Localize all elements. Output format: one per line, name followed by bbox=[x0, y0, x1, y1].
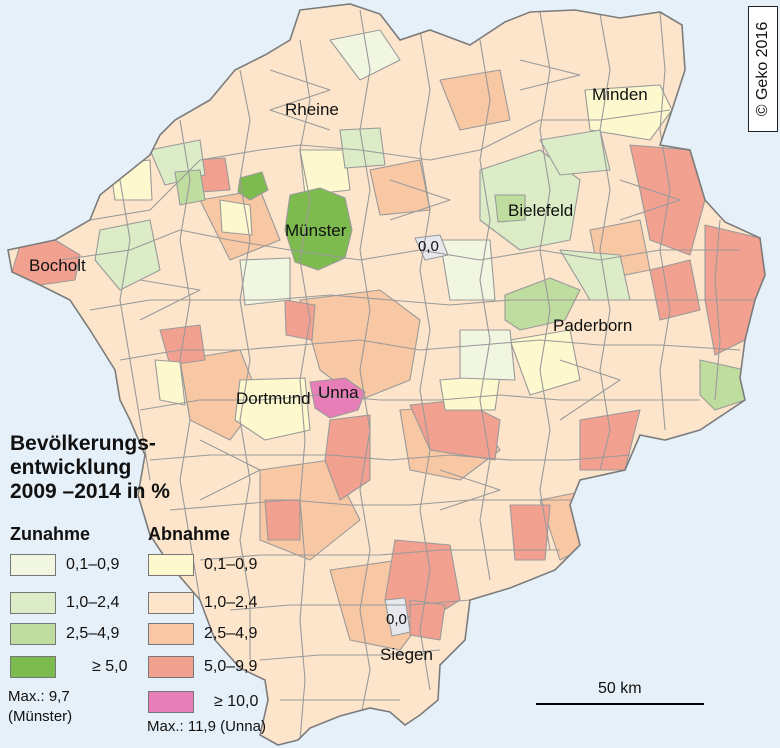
region-decrease-0-1 bbox=[439, 374, 501, 411]
region-decrease-5-9 bbox=[509, 504, 551, 561]
region-decrease-5-9 bbox=[409, 599, 446, 641]
legend-decrease-row: 2,5–4,9 bbox=[148, 622, 257, 646]
legend-increase-row: 0,1–0,9 bbox=[10, 553, 119, 577]
region-decrease-0-1 bbox=[299, 149, 351, 196]
region-increase-0-1 bbox=[239, 257, 291, 306]
legend-decrease-max: Max.: 11,9 (Unna) bbox=[147, 717, 266, 737]
legend-range: 0,1–0,9 bbox=[66, 556, 120, 573]
legend-swatch bbox=[148, 623, 194, 645]
city-label-paderborn: Paderborn bbox=[553, 316, 633, 335]
scale-label: 50 km bbox=[598, 680, 642, 697]
legend-decrease-row: ≥ 10,0 bbox=[148, 690, 258, 714]
city-label-unna: Unna bbox=[318, 383, 359, 402]
legend-range: ≥ 10,0 bbox=[214, 693, 259, 710]
region-increase-2-5 bbox=[504, 277, 581, 331]
region-decrease-5-9 bbox=[324, 414, 371, 501]
nrw-border bbox=[7, 3, 766, 746]
legend-increase-heading: Zunahme bbox=[10, 524, 91, 544]
city-label-dortmund: Dortmund bbox=[236, 389, 311, 408]
legend-swatch bbox=[148, 592, 194, 614]
region-decrease-0-1 bbox=[219, 199, 253, 236]
legend-increase-max-value: Max.: 9,7 bbox=[8, 688, 70, 705]
legend-range: 5,0–9,9 bbox=[204, 658, 258, 675]
city-label-rheine: Rheine bbox=[285, 100, 339, 119]
legend-decrease-row: 0,1–0,9 bbox=[148, 553, 257, 577]
legend-increase-max-place: (Münster) bbox=[8, 708, 73, 725]
scale-bar bbox=[536, 703, 704, 705]
region-increase-1-0 bbox=[539, 129, 611, 176]
region-decrease-0-1 bbox=[234, 377, 311, 441]
legend-swatch bbox=[148, 691, 194, 713]
region-decrease-5-9 bbox=[579, 409, 641, 471]
legend-increase-max: Max.: 9,7 (Münster) bbox=[8, 687, 72, 727]
region-decrease-5-9 bbox=[284, 299, 316, 341]
legend-title: Bevölkerungs- entwicklung 2009 –2014 in … bbox=[10, 432, 210, 504]
region-increase-2-5 bbox=[174, 169, 206, 206]
region-decrease-2-5 bbox=[299, 289, 421, 401]
region-zero bbox=[384, 597, 411, 637]
legend-increase-row: 2,5–4,9 bbox=[10, 622, 119, 646]
region-decrease-0-1 bbox=[154, 359, 186, 406]
region-increase-5 bbox=[237, 171, 269, 201]
region-decrease-5-9 bbox=[264, 499, 301, 541]
region-increase-0-1 bbox=[439, 239, 496, 301]
region-decrease-0-1 bbox=[584, 84, 673, 141]
legend-title-line2: entwicklung bbox=[10, 456, 132, 479]
legend-swatch bbox=[148, 554, 194, 576]
region-unna bbox=[309, 377, 366, 419]
legend-swatch bbox=[148, 656, 194, 678]
region-increase-1-0 bbox=[479, 149, 581, 251]
legend-swatch bbox=[10, 592, 56, 614]
legend-swatch bbox=[10, 554, 56, 576]
legend-swatch bbox=[10, 656, 56, 678]
legend-range: ≥ 5,0 bbox=[92, 658, 128, 675]
zero-label-north: 0,0 bbox=[418, 238, 439, 255]
legend-decrease-row: 1,0–2,4 bbox=[148, 591, 257, 615]
legend-increase-row: ≥ 5,0 bbox=[10, 655, 127, 679]
legend-title-line1: Bevölkerungs- bbox=[10, 432, 156, 455]
region-decrease-5-9 bbox=[649, 259, 701, 321]
legend-range: 1,0–2,4 bbox=[204, 594, 258, 611]
legend-range: 2,5–4,9 bbox=[66, 625, 120, 642]
city-label-minden: Minden bbox=[592, 85, 648, 104]
legend-range: 0,1–0,9 bbox=[204, 556, 258, 573]
region-decrease-0-1 bbox=[109, 159, 153, 201]
legend-increase-row: 1,0–2,4 bbox=[10, 591, 119, 615]
region-decrease-2-5 bbox=[439, 69, 511, 131]
copyright-box: © Geko 2016 bbox=[748, 6, 778, 132]
legend-decrease-heading: Abnahme bbox=[148, 524, 231, 544]
legend-decrease-max-value: Max.: 11,9 (Unna) bbox=[147, 718, 266, 735]
city-label-siegen: Siegen bbox=[380, 645, 433, 664]
region-decrease-2-5 bbox=[369, 159, 431, 216]
region-decrease-0-1 bbox=[509, 329, 581, 396]
legend-swatch bbox=[10, 623, 56, 645]
city-label-muenster: Münster bbox=[285, 221, 347, 240]
region-increase-2-5 bbox=[699, 359, 746, 411]
region-increase-2-5 bbox=[494, 194, 526, 223]
legend-range: 2,5–4,9 bbox=[204, 625, 258, 642]
legend-decrease-row: 5,0–9,9 bbox=[148, 655, 257, 679]
zero-label-south: 0,0 bbox=[386, 611, 407, 628]
city-label-bocholt: Bocholt bbox=[29, 256, 86, 275]
legend-range: 1,0–2,4 bbox=[66, 594, 120, 611]
city-label-bielefeld: Bielefeld bbox=[508, 201, 574, 220]
region-decrease-5-9 bbox=[704, 224, 765, 356]
legend-title-line3: 2009 –2014 in % bbox=[10, 480, 170, 503]
copyright-text: © Geko 2016 bbox=[754, 21, 771, 117]
